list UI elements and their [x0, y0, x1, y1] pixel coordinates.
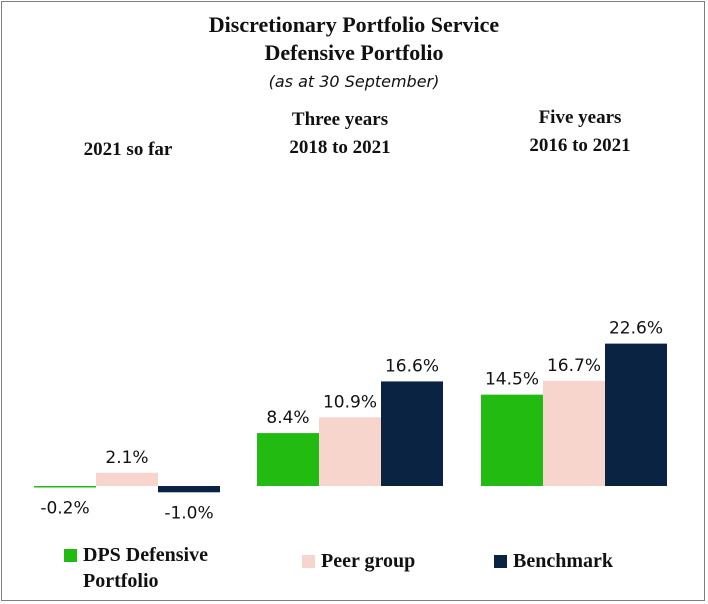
bar-peer-three-years: [319, 417, 381, 486]
bar-peer-2021: [96, 472, 158, 486]
legend-label-dps-line2: Portfolio: [83, 570, 159, 592]
bar-dps-five-years: [481, 394, 543, 486]
bar-peer-five-years: [543, 380, 605, 486]
data-label-dps-2021: -0.2%: [40, 499, 89, 519]
bar-dps-three-years: [257, 433, 319, 486]
data-label-benchmark-five-years: 22.6%: [609, 319, 663, 339]
legend-item-dps: DPS Defensive Portfolio: [64, 542, 208, 594]
legend-item-peer: Peer group: [302, 548, 415, 574]
data-label-peer-five-years: 16.7%: [547, 356, 601, 376]
bar-benchmark-five-years: [605, 343, 667, 486]
category-label-five-years-line2: 2016 to 2021: [529, 135, 631, 156]
data-label-dps-five-years: 14.5%: [485, 370, 539, 390]
data-label-benchmark-three-years: 16.6%: [385, 356, 439, 376]
bar-benchmark-three-years: [381, 381, 443, 486]
data-label-benchmark-2021: -1.0%: [164, 503, 213, 523]
category-label-2021-line1: 2021 so far: [83, 139, 173, 160]
category-label-five-years-line1: Five years: [538, 107, 622, 128]
legend-swatch-peer: [302, 555, 315, 568]
category-label-three-years: Three years 2018 to 2021: [248, 106, 432, 162]
chart-subtitle: Defensive Portfolio: [264, 40, 444, 65]
chart-note: (as at 30 September): [268, 72, 440, 91]
data-label-peer-three-years: 10.9%: [323, 392, 377, 412]
legend-label-dps-line1: DPS Defensive: [83, 544, 208, 566]
category-label-three-years-line1: Three years: [291, 109, 389, 130]
category-label-2021: 2021 so far: [40, 136, 216, 164]
chart-title: Discretionary Portfolio Service: [208, 12, 500, 37]
data-label-peer-2021: 2.1%: [105, 448, 148, 468]
data-label-dps-three-years: 8.4%: [266, 408, 309, 428]
category-label-three-years-line2: 2018 to 2021: [289, 137, 391, 158]
category-label-five-years: Five years 2016 to 2021: [488, 104, 672, 160]
bar-benchmark-2021: [158, 486, 220, 493]
legend-label-benchmark: Benchmark: [513, 550, 613, 572]
legend-label-peer: Peer group: [321, 550, 416, 572]
legend-item-benchmark: Benchmark: [494, 548, 613, 574]
legend-swatch-dps: [64, 549, 77, 562]
legend-swatch-benchmark: [494, 555, 507, 568]
bar-dps-2021: [34, 486, 96, 488]
